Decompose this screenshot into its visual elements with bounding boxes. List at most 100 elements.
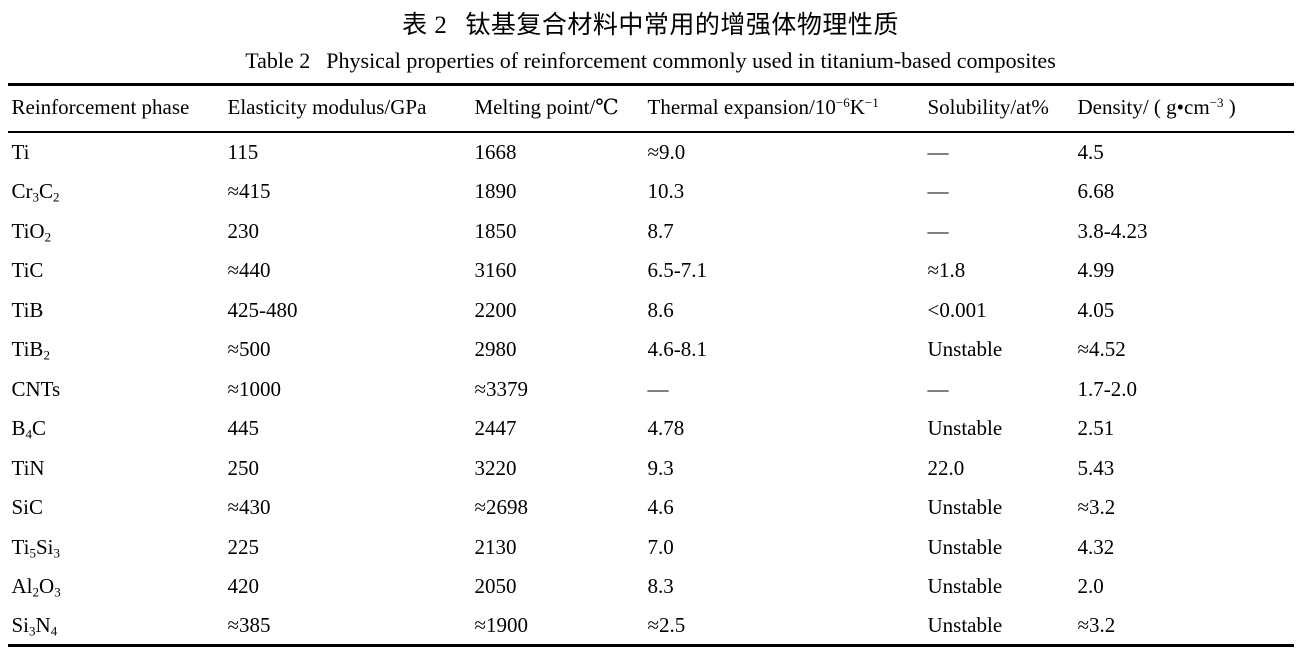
value-cell: Unstable xyxy=(927,612,1003,637)
value-cell: ≈440 xyxy=(227,258,271,283)
table-row: Al2O3 420 2050 8.3 Unstable 2.0 xyxy=(8,567,1294,607)
phase-cell: TiC xyxy=(11,258,44,283)
value-cell: 1668 xyxy=(474,140,517,165)
table-row: Ti5Si3 225 2130 7.0 Unstable 4.32 xyxy=(8,527,1294,567)
table-number-english: Table 2 xyxy=(245,48,311,73)
table-row: CNTs ≈1000 ≈3379 — — 1.7-2.0 xyxy=(8,369,1294,409)
table-title-chinese: 表 2 钛基复合材料中常用的增强体物理性质 xyxy=(0,0,1301,41)
value-cell: 250 xyxy=(227,455,260,480)
value-cell: Unstable xyxy=(927,574,1003,599)
properties-table: Reinforcement phase Elasticity modulus/G… xyxy=(7,83,1294,648)
table-row: Cr3C2 ≈415 1890 10.3 — 6.68 xyxy=(8,172,1294,212)
value-cell: 445 xyxy=(227,416,260,441)
phase-cell: Si3N4 xyxy=(11,612,58,639)
value-cell: 2050 xyxy=(474,574,517,599)
phase-cell: SiC xyxy=(11,495,44,520)
table-header: Reinforcement phase Elasticity modulus/G… xyxy=(7,84,1294,134)
table-row: Si3N4 ≈385 ≈1900 ≈2.5 Unstable ≈3.2 xyxy=(8,606,1294,646)
value-cell: 425-480 xyxy=(227,297,298,322)
value-cell: ≈3379 xyxy=(474,376,529,401)
value-cell: 8.3 xyxy=(647,574,674,599)
value-cell: 6.68 xyxy=(1077,179,1115,204)
value-cell: 1.7-2.0 xyxy=(1077,376,1138,401)
value-cell: ≈500 xyxy=(227,337,271,362)
value-cell: ≈4.52 xyxy=(1077,337,1126,362)
value-cell: ≈2.5 xyxy=(647,612,686,637)
value-cell: 3220 xyxy=(474,455,517,480)
value-cell: ≈415 xyxy=(227,179,271,204)
value-cell: ≈9.0 xyxy=(647,140,686,165)
value-cell: 2980 xyxy=(474,337,517,362)
value-cell: 6.5-7.1 xyxy=(647,258,708,283)
value-cell: ≈1000 xyxy=(227,376,282,401)
value-cell: Unstable xyxy=(927,416,1003,441)
value-cell: 22.0 xyxy=(927,455,965,480)
value-cell: ≈1.8 xyxy=(927,258,966,283)
phase-cell: B4C xyxy=(11,416,47,442)
value-cell: 8.6 xyxy=(647,297,674,322)
table-row: TiB2 ≈500 2980 4.6-8.1 Unstable ≈4.52 xyxy=(8,330,1294,370)
value-cell: 1890 xyxy=(474,179,517,204)
phase-cell: TiN xyxy=(11,455,45,480)
value-cell: 4.5 xyxy=(1077,140,1104,165)
value-cell: 5.43 xyxy=(1077,455,1115,480)
value-cell: 2200 xyxy=(474,297,517,322)
table-row: TiN 250 3220 9.3 22.0 5.43 xyxy=(8,448,1294,488)
table-caption-chinese: 钛基复合材料中常用的增强体物理性质 xyxy=(465,12,899,39)
value-cell: 225 xyxy=(227,534,260,559)
value-cell: 4.6-8.1 xyxy=(647,337,708,362)
value-cell: ≈2698 xyxy=(474,495,529,520)
phase-cell: Al2O3 xyxy=(11,574,61,600)
value-cell: 4.78 xyxy=(647,416,685,441)
table-body: Ti 115 1668 ≈9.0 — 4.5 Cr3C2 ≈415 1890 10.3 — 6.68 T… xyxy=(8,132,1294,646)
column-header-thermal-expansion: Thermal expansion/10−6K−1 xyxy=(647,84,928,134)
value-cell: 4.32 xyxy=(1077,534,1115,559)
value-cell: 2.51 xyxy=(1077,416,1115,441)
value-cell: 2130 xyxy=(474,534,517,559)
phase-cell: CNTs xyxy=(11,376,61,401)
value-cell: ≈385 xyxy=(227,612,271,637)
column-header-melting-point: Melting point/℃ xyxy=(474,84,648,134)
value-cell: <0.001 xyxy=(927,297,987,322)
value-cell: Unstable xyxy=(927,337,1003,362)
value-cell: 2.0 xyxy=(1077,574,1104,599)
value-cell: 115 xyxy=(227,140,259,165)
table-row: TiB 425-480 2200 8.6 <0.001 4.05 xyxy=(8,290,1294,330)
value-cell: 10.3 xyxy=(647,179,685,204)
phase-cell: TiO2 xyxy=(11,218,52,245)
value-cell: 3160 xyxy=(474,258,517,283)
column-header-density: Density/ ( g•cm−3 ) xyxy=(1077,84,1294,134)
value-cell: 420 xyxy=(227,574,260,599)
column-header-solubility: Solubility/at% xyxy=(927,84,1078,134)
phase-cell: Ti xyxy=(11,140,30,165)
table-title-english: Table 2 Physical properties of reinforcem… xyxy=(0,48,1301,74)
value-cell: 3.8-4.23 xyxy=(1077,218,1148,243)
phase-cell: TiB xyxy=(11,297,44,322)
table-caption-english: Physical properties of reinforcement com… xyxy=(326,48,1056,73)
value-cell: 4.6 xyxy=(647,495,674,520)
value-cell: 4.05 xyxy=(1077,297,1115,322)
column-header-reinforcement-phase: Reinforcement phase xyxy=(7,84,228,134)
value-cell: 8.7 xyxy=(647,218,674,243)
value-cell: 1850 xyxy=(474,218,517,243)
value-cell: ≈3.2 xyxy=(1077,495,1116,520)
value-cell: ≈3.2 xyxy=(1077,612,1116,637)
table-row: TiO2 230 1850 8.7 — 3.8-4.23 xyxy=(8,211,1294,251)
table-row: B4C 445 2447 4.78 Unstable 2.51 xyxy=(8,409,1294,449)
value-cell: 4.99 xyxy=(1077,258,1115,283)
table-row: SiC ≈430 ≈2698 4.6 Unstable ≈3.2 xyxy=(8,488,1294,528)
value-cell: — xyxy=(647,376,669,401)
value-cell: — xyxy=(927,140,949,165)
table-number-chinese: 表 2 xyxy=(402,12,448,39)
column-header-elasticity-modulus: Elasticity modulus/GPa xyxy=(227,84,475,134)
value-cell: 230 xyxy=(227,218,260,243)
header-row: Reinforcement phase Elasticity modulus/G… xyxy=(7,84,1294,134)
value-cell: 7.0 xyxy=(647,534,674,559)
value-cell: — xyxy=(927,179,949,204)
value-cell: — xyxy=(927,376,949,401)
phase-cell: TiB2 xyxy=(11,337,50,363)
phase-cell: Ti5Si3 xyxy=(11,534,60,561)
value-cell: 2447 xyxy=(474,416,517,441)
phase-cell: Cr3C2 xyxy=(11,179,60,205)
